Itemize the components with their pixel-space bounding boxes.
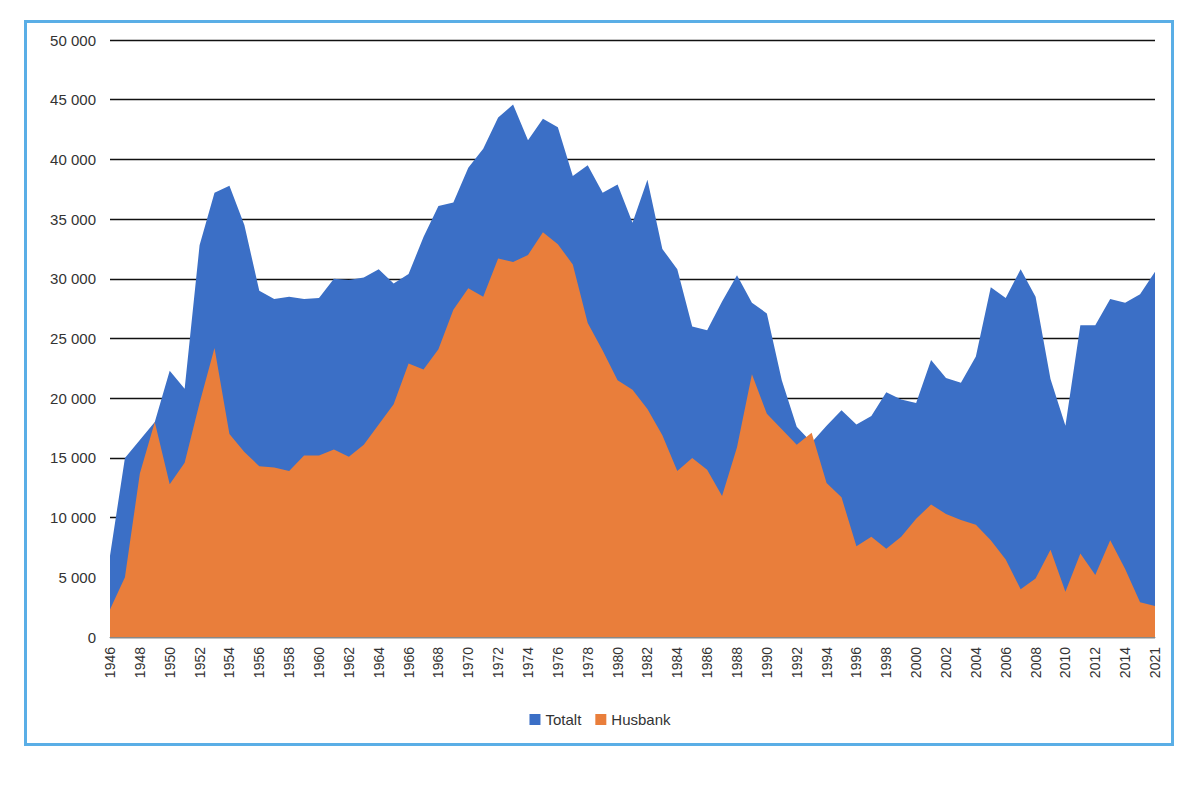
svg-text:2021: 2021 <box>1147 647 1163 678</box>
svg-text:1994: 1994 <box>819 647 835 678</box>
svg-text:1952: 1952 <box>192 647 208 678</box>
svg-text:1946: 1946 <box>102 647 118 678</box>
svg-text:1972: 1972 <box>490 647 506 678</box>
svg-text:1992: 1992 <box>789 647 805 678</box>
svg-text:1990: 1990 <box>759 647 775 678</box>
svg-text:1970: 1970 <box>460 647 476 678</box>
svg-text:2014: 2014 <box>1117 647 1133 678</box>
svg-text:Husbank: Husbank <box>611 711 671 728</box>
svg-text:20 000: 20 000 <box>50 390 96 407</box>
svg-text:1948: 1948 <box>132 647 148 678</box>
svg-text:1982: 1982 <box>639 647 655 678</box>
svg-text:2000: 2000 <box>908 647 924 678</box>
svg-text:5 000: 5 000 <box>58 569 96 586</box>
svg-text:1962: 1962 <box>341 647 357 678</box>
svg-text:1976: 1976 <box>550 647 566 678</box>
svg-text:1950: 1950 <box>162 647 178 678</box>
svg-text:30 000: 30 000 <box>50 270 96 287</box>
svg-text:15 000: 15 000 <box>50 449 96 466</box>
svg-text:45 000: 45 000 <box>50 91 96 108</box>
svg-text:Totalt: Totalt <box>545 711 582 728</box>
svg-text:1978: 1978 <box>580 647 596 678</box>
svg-text:40 000: 40 000 <box>50 151 96 168</box>
svg-text:1954: 1954 <box>221 647 237 678</box>
svg-text:1980: 1980 <box>610 647 626 678</box>
svg-text:10 000: 10 000 <box>50 509 96 526</box>
svg-text:1986: 1986 <box>699 647 715 678</box>
svg-text:2004: 2004 <box>968 647 984 678</box>
svg-text:1984: 1984 <box>669 647 685 678</box>
svg-text:25 000: 25 000 <box>50 330 96 347</box>
svg-text:35 000: 35 000 <box>50 211 96 228</box>
svg-text:1968: 1968 <box>430 647 446 678</box>
svg-text:2008: 2008 <box>1028 647 1044 678</box>
svg-text:1998: 1998 <box>878 647 894 678</box>
svg-text:50 000: 50 000 <box>50 32 96 49</box>
svg-text:2002: 2002 <box>938 647 954 678</box>
svg-text:0: 0 <box>88 629 96 646</box>
svg-text:2010: 2010 <box>1057 647 1073 678</box>
svg-text:1996: 1996 <box>848 647 864 678</box>
svg-text:1958: 1958 <box>281 647 297 678</box>
svg-text:2006: 2006 <box>998 647 1014 678</box>
svg-text:1966: 1966 <box>401 647 417 678</box>
svg-text:2012: 2012 <box>1087 647 1103 678</box>
svg-text:1956: 1956 <box>251 647 267 678</box>
svg-text:1964: 1964 <box>371 647 387 678</box>
svg-text:1960: 1960 <box>311 647 327 678</box>
svg-text:1974: 1974 <box>520 647 536 678</box>
svg-text:1988: 1988 <box>729 647 745 678</box>
